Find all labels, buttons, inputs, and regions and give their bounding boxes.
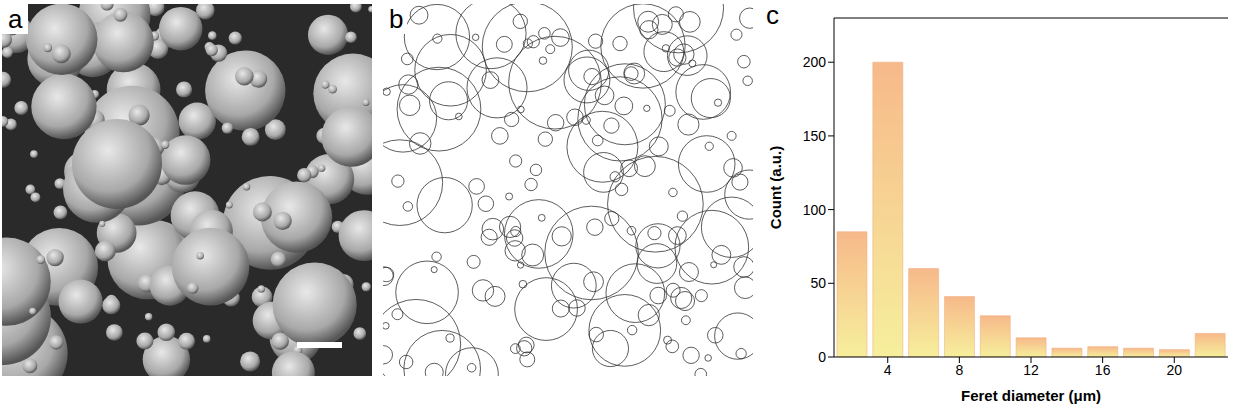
svg-text:100: 100	[803, 202, 827, 218]
svg-text:Count (a.u.): Count (a.u.)	[767, 146, 784, 229]
html-text:a: a	[8, 4, 23, 34]
svg-text:16: 16	[1095, 362, 1111, 378]
html-text:c: c	[766, 0, 779, 30]
svg-text:4: 4	[884, 362, 892, 378]
svg-text:200: 200	[803, 54, 827, 70]
svg-text:0: 0	[818, 349, 826, 365]
html-text:b: b	[389, 4, 404, 34]
svg-text:Feret diameter (μm): Feret diameter (μm)	[961, 387, 1101, 404]
svg-text:150: 150	[803, 128, 827, 144]
svg-text:8: 8	[955, 362, 963, 378]
svg-text:20: 20	[1166, 362, 1182, 378]
svg-text:12: 12	[1023, 362, 1039, 378]
svg-text:50: 50	[810, 275, 826, 291]
